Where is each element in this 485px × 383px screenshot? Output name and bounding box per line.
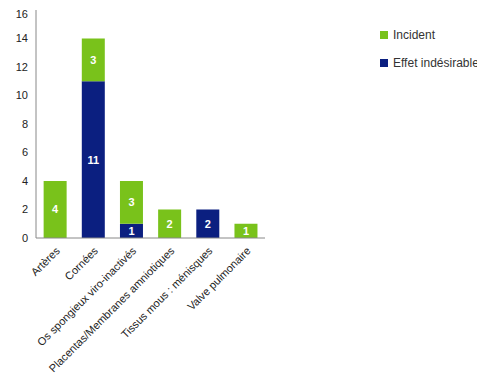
svg-text:1: 1 bbox=[128, 225, 134, 237]
svg-text:6: 6 bbox=[22, 146, 28, 158]
svg-text:1: 1 bbox=[243, 225, 249, 237]
svg-text:4: 4 bbox=[22, 175, 28, 187]
svg-text:2: 2 bbox=[167, 218, 173, 230]
svg-text:3: 3 bbox=[128, 196, 134, 208]
svg-text:Valve pulmonaire: Valve pulmonaire bbox=[185, 244, 253, 312]
svg-text:Placentas/Membranes amniotique: Placentas/Membranes amniotiques bbox=[46, 244, 177, 375]
svg-text:8: 8 bbox=[22, 118, 28, 130]
svg-text:Os spongieux viro-inactivés: Os spongieux viro-inactivés bbox=[34, 244, 139, 349]
svg-text:10: 10 bbox=[16, 89, 28, 101]
svg-text:Cornées: Cornées bbox=[62, 244, 100, 282]
svg-text:16: 16 bbox=[16, 8, 28, 20]
svg-text:0: 0 bbox=[22, 232, 28, 244]
svg-text:2: 2 bbox=[22, 203, 28, 215]
svg-text:Tissus mous : ménisques: Tissus mous : ménisques bbox=[118, 244, 215, 341]
html-text:Effet indésirable: Effet indésirable bbox=[393, 56, 479, 70]
svg-text:14: 14 bbox=[16, 32, 28, 44]
svg-text:4: 4 bbox=[52, 203, 59, 215]
svg-text:Artères: Artères bbox=[28, 244, 62, 278]
svg-text:12: 12 bbox=[16, 61, 28, 73]
svg-text:2: 2 bbox=[205, 218, 211, 230]
svg-text:3: 3 bbox=[90, 54, 96, 66]
svg-text:11: 11 bbox=[87, 154, 99, 166]
html-text:Incident: Incident bbox=[393, 28, 435, 42]
